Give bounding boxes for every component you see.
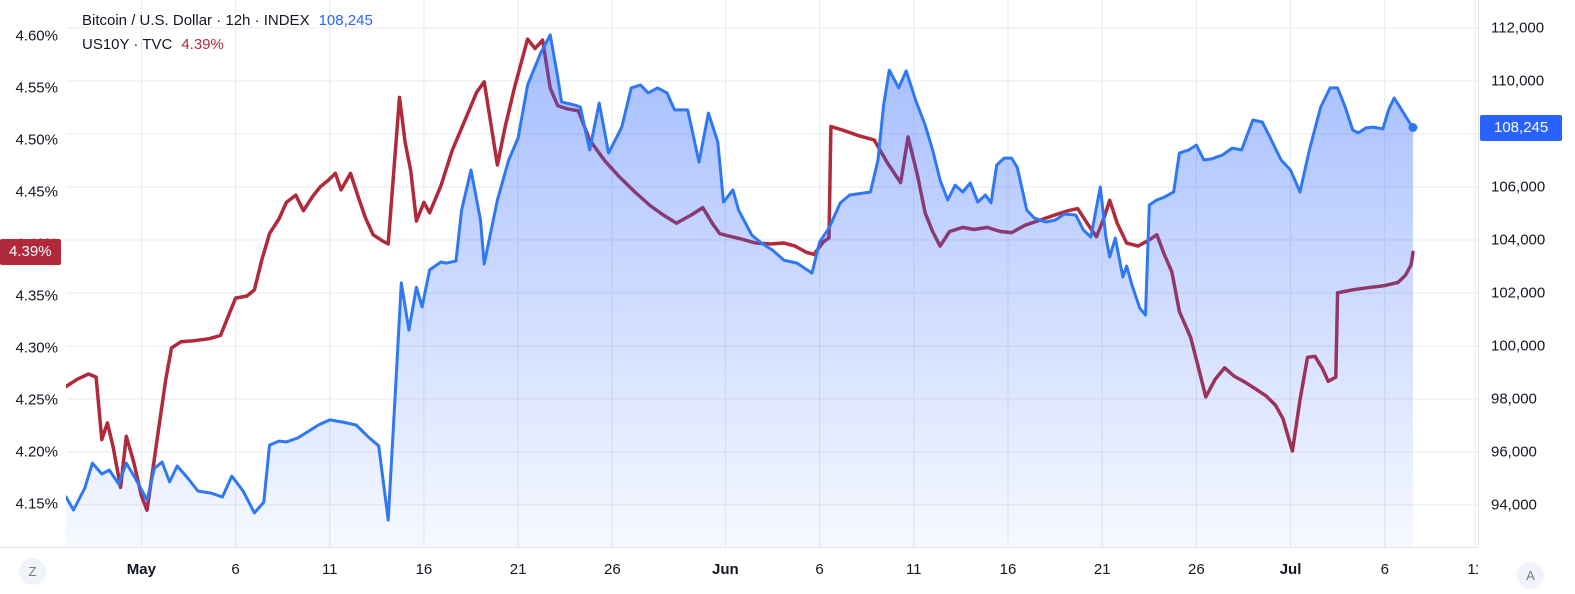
yield-tick-label: 4.30% (15, 339, 58, 357)
time-tick-label: 16 (415, 561, 433, 578)
price-axis-badge: 108,245 (1480, 114, 1563, 141)
time-tick-label: 21 (509, 561, 527, 578)
time-tick-label: 26 (603, 561, 621, 578)
time-tick-label: 11 (321, 561, 338, 578)
price-tick-label: 94,000 (1491, 496, 1537, 514)
price-tick-label: 104,000 (1491, 231, 1546, 249)
legend-row-btcusd[interactable]: Bitcoin / U.S. Dollar · 12h · INDEX 108,2… (82, 9, 373, 33)
chart-pane[interactable] (64, 0, 1478, 547)
yield-tick-label: 4.55% (15, 79, 58, 97)
btc-price-line (64, 33, 1415, 522)
time-tick-label: 6 (815, 561, 824, 578)
right-price-scale[interactable]: 112,000 110,000 106,000 104,000 102,000 100,0… (1478, 0, 1575, 547)
legend-row-us10y[interactable]: US10Y · TVC 4.39% (82, 33, 373, 57)
legend-value-btcusd: 108,245 (318, 12, 373, 29)
time-tick-label: Jul (1279, 561, 1302, 578)
time-scale[interactable]: May 6 11 16 21 26 Jun 6 11 16 21 26 Jul 6 11 (0, 547, 1478, 594)
yield-tick-label: 4.25% (15, 391, 58, 409)
price-tick-label: 102,000 (1491, 284, 1546, 302)
time-tick-label: Jun (712, 561, 739, 578)
price-tick-label: 110,000 (1491, 72, 1545, 90)
yield-tick-label: 4.60% (15, 27, 58, 45)
price-tick-label: 100,000 (1491, 337, 1546, 355)
yield-tick-label: 4.15% (15, 495, 58, 513)
btc-area-fill (66, 34, 1413, 547)
left-price-scale[interactable]: 4.60%4.55%4.50%4.45%4.40%4.35%4.30%4.25%… (0, 0, 66, 547)
yield-tick-label: 4.45% (15, 183, 58, 201)
time-tick-label: 11 (905, 561, 922, 578)
corner-button-z[interactable]: Z (19, 558, 46, 585)
chart-canvas (64, 0, 1478, 547)
last-price-marker (1408, 123, 1418, 132)
time-tick-label: 21 (1093, 561, 1111, 578)
price-tick-label: 106,000 (1491, 178, 1546, 196)
time-tick-label: May (126, 561, 156, 578)
legend-title-us10y: US10Y · TVC (82, 36, 173, 53)
time-tick-label: 26 (1188, 561, 1205, 578)
corner-button-a[interactable]: A (1517, 562, 1544, 589)
legend-title-btcusd: Bitcoin / U.S. Dollar · 12h · INDEX (82, 12, 310, 29)
price-tick-label: 96,000 (1491, 443, 1537, 461)
yield-tick-label: 4.35% (15, 287, 58, 305)
price-tick-label: 112,000 (1491, 19, 1545, 37)
time-tick-label: 11 (1467, 561, 1478, 578)
time-tick-label: 6 (1380, 561, 1389, 578)
yield-axis-badge: 4.39% (0, 239, 61, 266)
time-tick-label: 6 (231, 561, 240, 578)
time-tick-label: 16 (999, 561, 1017, 578)
price-tick-label: 98,000 (1491, 390, 1537, 408)
yield-tick-label: 4.20% (15, 443, 58, 461)
legend: Bitcoin / U.S. Dollar · 12h · INDEX 108,2… (82, 9, 373, 57)
legend-value-us10y: 4.39% (181, 36, 224, 53)
yield-tick-label: 4.50% (15, 131, 58, 149)
